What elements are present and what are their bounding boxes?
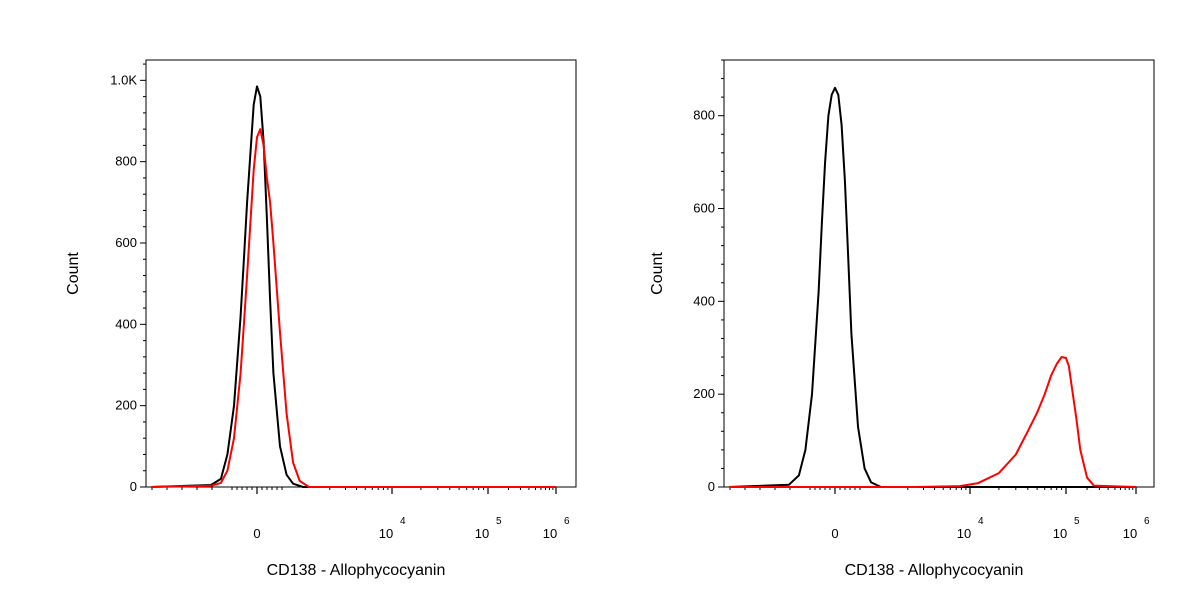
histogram-right: 0 200 400 600 800 0 10 4 10 5 10 6 CD138 - Allophyco… (600, 0, 1200, 600)
y-tick-label: 0 (708, 479, 715, 494)
series-line-sample (729, 356, 1137, 488)
histogram-right-svg: 0 200 400 600 800 0 10 4 10 5 10 6 CD138 - Allophyco… (649, 59, 1155, 579)
x-tick-exponent: 5 (1074, 516, 1080, 527)
plot-frame (145, 59, 577, 488)
y-tick-label: 400 (693, 293, 715, 308)
x-tick-label: 10 (1053, 526, 1067, 541)
y-tick-label: 0 (130, 479, 137, 494)
y-tick-label: 200 (115, 398, 137, 413)
y-tick-label: 1.0K (110, 72, 137, 87)
y-tick-label: 800 (693, 108, 715, 123)
x-tick-label: 0 (253, 526, 260, 541)
x-tick-label: 10 (543, 526, 557, 541)
x-tick-exponent: 6 (564, 516, 570, 527)
x-tick-exponent: 4 (400, 516, 406, 527)
x-tick-label: 10 (957, 526, 971, 541)
x-tick-exponent: 6 (1144, 516, 1150, 527)
y-tick-label: 400 (115, 316, 137, 331)
histogram-left-svg: 0 200 400 600 800 1.0K 0 10 4 10 5 10 6 CD138 - Allop… (65, 59, 577, 579)
x-axis-title: CD138 - Allophycocyanin (845, 562, 1024, 579)
histogram-left: 0 200 400 600 800 1.0K 0 10 4 10 5 10 6 CD138 - Allop… (0, 0, 600, 600)
y-tick-label: 600 (693, 201, 715, 216)
series-line-control (150, 85, 338, 488)
y-tick-label: 600 (115, 235, 137, 250)
y-axis-title: Count (649, 252, 666, 295)
x-tick-label: 10 (475, 526, 489, 541)
x-tick-label: 10 (1123, 526, 1137, 541)
x-tick-label: 10 (379, 526, 393, 541)
y-axis-title: Count (65, 252, 82, 295)
x-tick-exponent: 4 (978, 516, 984, 527)
plot-frame (723, 59, 1155, 488)
series-line-control (728, 86, 1136, 488)
x-tick-exponent: 5 (496, 516, 502, 527)
series-line-sample (150, 128, 556, 488)
y-tick-label: 800 (115, 154, 137, 169)
x-tick-label: 0 (831, 526, 838, 541)
y-tick-label: 200 (693, 386, 715, 401)
x-axis-title: CD138 - Allophycocyanin (267, 562, 446, 579)
